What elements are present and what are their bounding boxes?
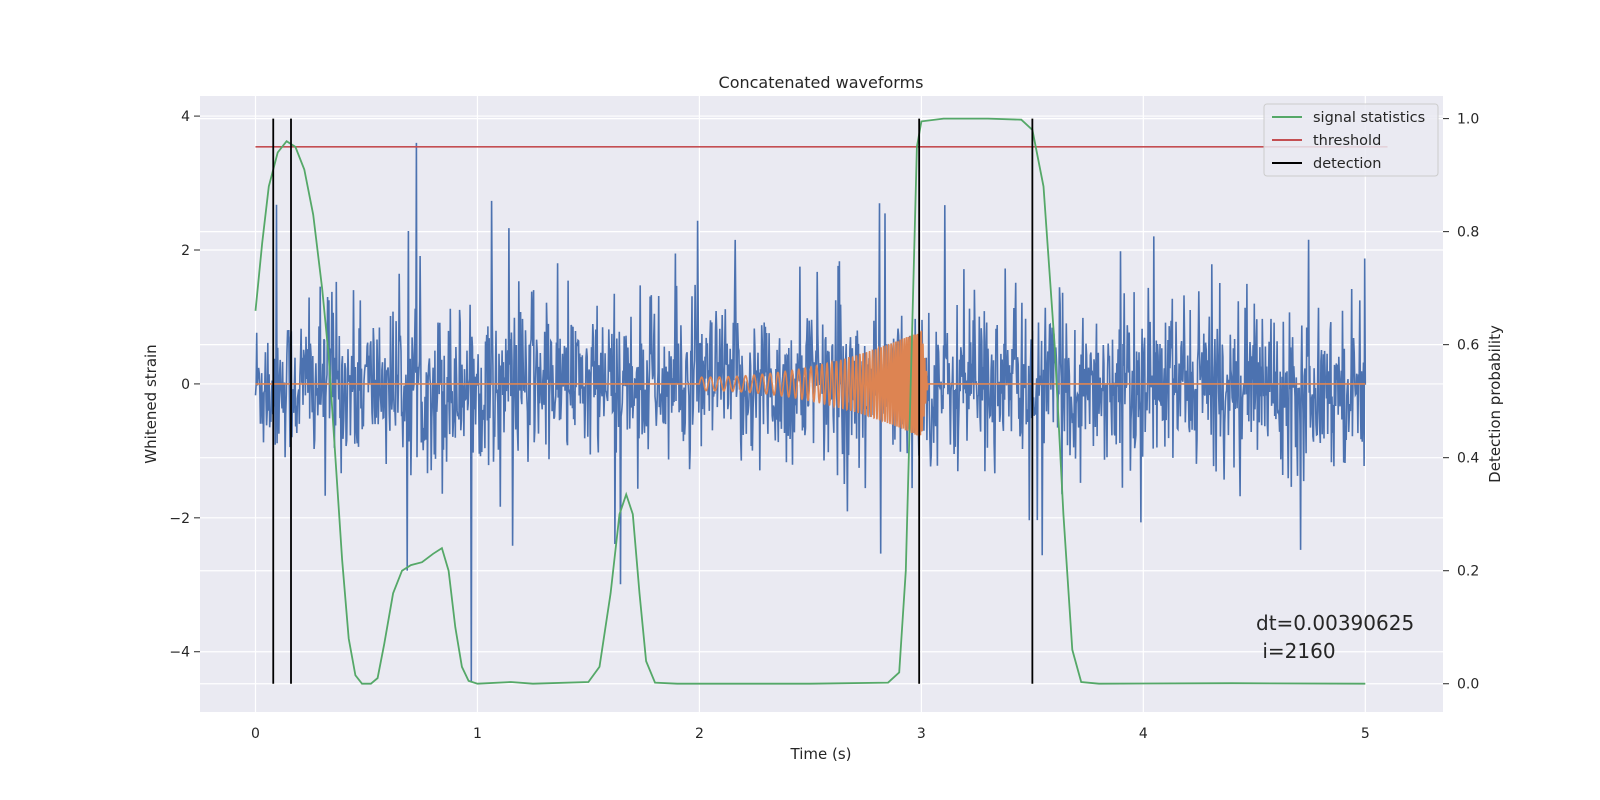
y-left-tick-label: −4 [169, 645, 190, 661]
legend: signal statistics threshold detection [1263, 103, 1439, 177]
x-tick-label: 4 [1139, 726, 1148, 742]
series-layer [254, 117, 1388, 685]
legend-label-detection: detection [1313, 156, 1381, 172]
signal-statistics-series [254, 117, 1366, 685]
y-left-tick-label: 4 [181, 109, 190, 125]
y-right-tick-label: 0.6 [1457, 338, 1479, 354]
y-axis-label-left: Whitened strain [142, 344, 160, 463]
legend-box [1263, 103, 1439, 177]
y-axis-label-right: Detection probability [1486, 325, 1504, 483]
x-tick-label: 0 [251, 726, 260, 742]
y-right-tick-label: 0.4 [1457, 451, 1479, 467]
y-right-tick-label: 1.0 [1457, 112, 1479, 128]
y-left-tick-label: 2 [181, 243, 190, 259]
detection-lines [272, 118, 1034, 684]
x-tick-label: 1 [473, 726, 482, 742]
y-right-tick-label: 0.8 [1457, 225, 1479, 241]
annotation-i: i=2160 [1256, 639, 1336, 663]
annotation-dt: dt=0.00390625 [1256, 611, 1414, 635]
y-left-tick-label: 0 [181, 377, 190, 393]
injected-chirp-series [255, 330, 1366, 437]
legend-label-threshold: threshold [1313, 133, 1381, 149]
annotation: dt=0.00390625 i=2160 [1256, 611, 1414, 663]
y-right-tick-label: 0.2 [1457, 564, 1479, 580]
chart-title: Concatenated waveforms [719, 73, 924, 92]
x-tick-label: 3 [917, 726, 926, 742]
x-tick-label: 5 [1361, 726, 1370, 742]
tick-labels: 0 1 2 3 4 5 −4 −2 0 2 4 0.0 0.2 0.4 0.6 0.8 1.0 [169, 109, 1479, 742]
y-right-tick-label: 0.0 [1457, 677, 1479, 693]
x-axis-label: Time (s) [790, 745, 852, 763]
legend-label-signal-statistics: signal statistics [1313, 110, 1425, 126]
x-tick-label: 2 [695, 726, 704, 742]
y-left-tick-label: −2 [169, 511, 190, 527]
